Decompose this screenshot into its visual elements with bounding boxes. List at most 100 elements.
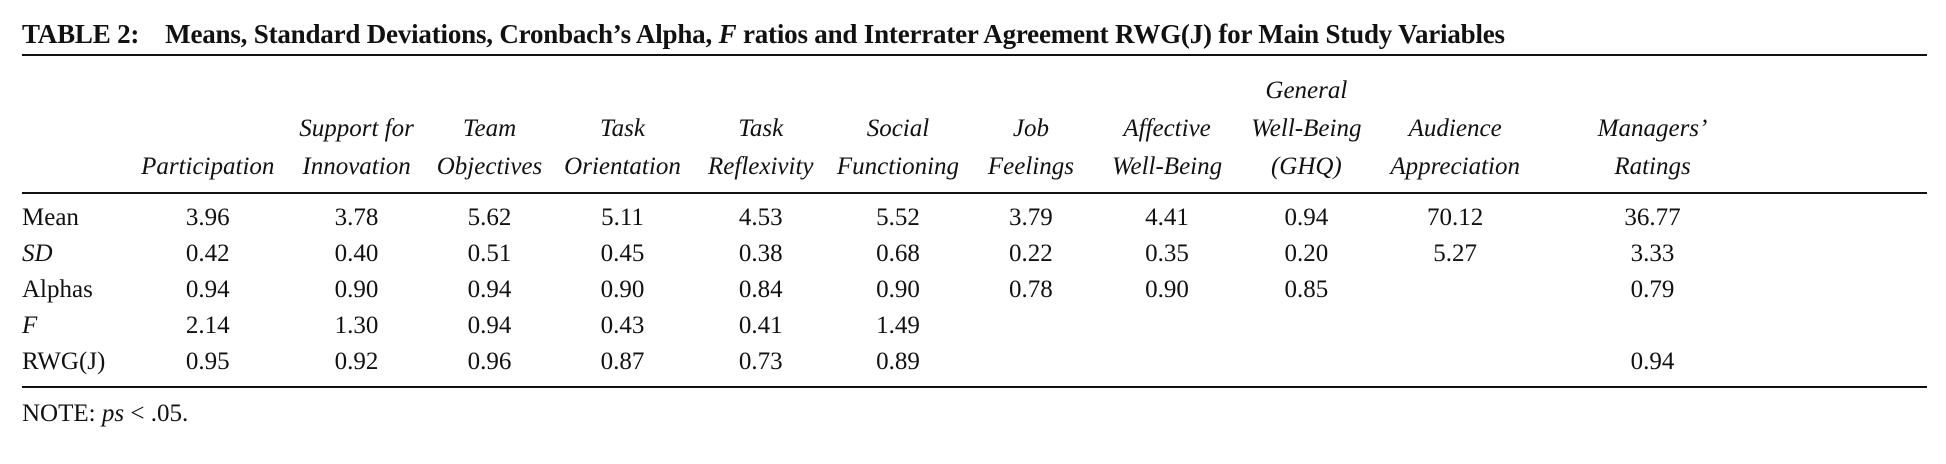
table-caption: TABLE 2: Means, Standard Deviations, Cron… bbox=[22, 14, 1927, 54]
table-cell: 0.41 bbox=[738, 312, 783, 339]
column-header-line: Audience bbox=[1408, 115, 1502, 142]
column-header-line: Team bbox=[462, 115, 517, 142]
table-cell: 0.94 bbox=[467, 312, 512, 339]
row-pad bbox=[1763, 272, 1927, 308]
table-cell: 2.14 bbox=[185, 312, 230, 339]
table-cell bbox=[972, 308, 1090, 344]
column-header-line: Affective bbox=[1123, 115, 1211, 142]
table-cell bbox=[1090, 344, 1245, 388]
table-cell: 0.96 bbox=[431, 344, 548, 388]
table-cell: 0.43 bbox=[600, 312, 645, 339]
column-header-line: (GHQ) bbox=[1270, 153, 1342, 180]
table-cell bbox=[1369, 272, 1542, 308]
row-pad bbox=[1763, 193, 1927, 236]
table-cell: 3.96 bbox=[185, 204, 230, 231]
table-cell: 4.41 bbox=[1145, 204, 1189, 231]
table-cell: 4.53 bbox=[738, 204, 783, 231]
note-ps: ps bbox=[101, 400, 125, 427]
table-row: F 2.14 1.30 0.94 0.43 0.41 1.49 bbox=[22, 308, 1927, 344]
column-header: Job Feelings bbox=[971, 56, 1091, 194]
top-rule bbox=[22, 54, 1927, 56]
table-cell: 5.11 bbox=[601, 204, 644, 231]
row-label: RWG(J) bbox=[22, 344, 134, 388]
table-cell: 0.22 bbox=[1009, 240, 1053, 267]
row-label: F bbox=[22, 312, 38, 339]
table-cell: 0.73 bbox=[697, 344, 825, 388]
header-blank bbox=[22, 56, 134, 194]
column-header: Support for Innovation bbox=[281, 56, 432, 194]
table-cell: 0.90 bbox=[600, 276, 645, 303]
table-cell: 0.85 bbox=[1284, 276, 1329, 303]
table-cell: 0.20 bbox=[1284, 240, 1329, 267]
table-cell: 0.87 bbox=[547, 344, 698, 388]
table-cell: 0.94 bbox=[1284, 204, 1329, 231]
table-cell: 3.33 bbox=[1630, 240, 1675, 267]
column-header: Audience Appreciation bbox=[1368, 56, 1542, 194]
column-header-line: Functioning bbox=[836, 153, 960, 180]
table-cell: 5.52 bbox=[876, 204, 920, 231]
column-header-line: Feelings bbox=[987, 153, 1074, 180]
table-title-rest: ratios and Interrater Agreement RWG(J) f… bbox=[742, 19, 1505, 49]
column-header: Team Objectives bbox=[431, 56, 548, 194]
table-cell: 0.90 bbox=[1145, 276, 1189, 303]
column-header-line: Participation bbox=[141, 153, 275, 180]
column-header-line: Task bbox=[738, 115, 784, 142]
table-cell: 0.79 bbox=[1630, 276, 1675, 303]
column-header-line: Social bbox=[866, 115, 930, 142]
table-cell: 0.35 bbox=[1145, 240, 1189, 267]
row-label: Alphas bbox=[22, 276, 93, 303]
table-row: Alphas 0.94 0.90 0.94 0.90 0.84 0.90 0.78 0.90 0.… bbox=[22, 272, 1927, 308]
column-header-line: Well-Being bbox=[1251, 115, 1362, 142]
table-cell: 3.79 bbox=[1009, 204, 1053, 231]
table-cell: 5.62 bbox=[467, 204, 512, 231]
table-cell: 0.94 bbox=[1541, 344, 1764, 388]
table-cell: 0.94 bbox=[185, 276, 230, 303]
column-header-line: General bbox=[1265, 77, 1348, 104]
table-cell bbox=[971, 344, 1091, 388]
table-cell: 0.94 bbox=[467, 276, 512, 303]
column-header-line: Task bbox=[600, 115, 645, 142]
table-cell bbox=[1244, 308, 1369, 344]
column-header: General Well-Being (GHQ) bbox=[1244, 56, 1369, 194]
table-cell: 1.49 bbox=[876, 312, 920, 339]
table-body: Mean 3.96 3.78 5.62 5.11 4.53 5.52 3.79 4.41 0.94… bbox=[22, 193, 1927, 388]
table-cell: 0.92 bbox=[281, 344, 432, 388]
column-header-line: Support for bbox=[299, 115, 414, 142]
table-cell bbox=[1542, 308, 1764, 344]
column-header-line: Managers’ bbox=[1597, 115, 1708, 142]
column-header: Participation bbox=[133, 56, 282, 194]
table-cell: 3.78 bbox=[334, 204, 379, 231]
column-header: Affective Well-Being bbox=[1090, 56, 1245, 194]
table-row: Mean 3.96 3.78 5.62 5.11 4.53 5.52 3.79 4.41 0.94… bbox=[22, 193, 1927, 236]
column-header-line: Innovation bbox=[302, 153, 411, 180]
table-cell: 0.78 bbox=[1009, 276, 1053, 303]
column-header-line: Ratings bbox=[1614, 153, 1691, 180]
column-header: Managers’ Ratings bbox=[1541, 56, 1764, 194]
table-cell bbox=[1090, 308, 1244, 344]
table-row: SD 0.42 0.40 0.51 0.45 0.38 0.68 0.22 0.35 0.20 5.… bbox=[22, 236, 1927, 272]
column-header: Task Reflexivity bbox=[697, 56, 825, 194]
note-prefix: NOTE: bbox=[22, 400, 96, 427]
column-header-line: Reflexivity bbox=[708, 153, 814, 180]
table-title-f: F bbox=[718, 19, 737, 49]
column-header-line: Orientation bbox=[564, 153, 681, 180]
table-cell: 0.95 bbox=[133, 344, 282, 388]
table-label: TABLE 2: bbox=[22, 19, 140, 49]
data-table: Participation Support for Innovation Team Ob… bbox=[22, 56, 1927, 388]
table-cell: 70.12 bbox=[1427, 204, 1484, 231]
table-cell: 0.90 bbox=[334, 276, 379, 303]
table-cell: 0.84 bbox=[738, 276, 783, 303]
row-pad bbox=[1763, 236, 1927, 272]
table-title: Means, Standard Deviations, Cronbach’s A… bbox=[165, 19, 713, 49]
row-label: SD bbox=[22, 240, 53, 267]
table-cell: 0.89 bbox=[824, 344, 972, 388]
table-cell bbox=[1368, 344, 1542, 388]
table-cell: 0.68 bbox=[876, 240, 920, 267]
row-pad bbox=[1763, 308, 1927, 344]
table-cell: 0.51 bbox=[467, 240, 512, 267]
table-note: NOTE: ps < .05. bbox=[22, 400, 1927, 428]
table-cell: 36.77 bbox=[1624, 204, 1681, 231]
table-cell: 0.45 bbox=[600, 240, 645, 267]
column-header-line: Appreciation bbox=[1390, 153, 1520, 180]
column-header-line: Job bbox=[1012, 115, 1049, 142]
